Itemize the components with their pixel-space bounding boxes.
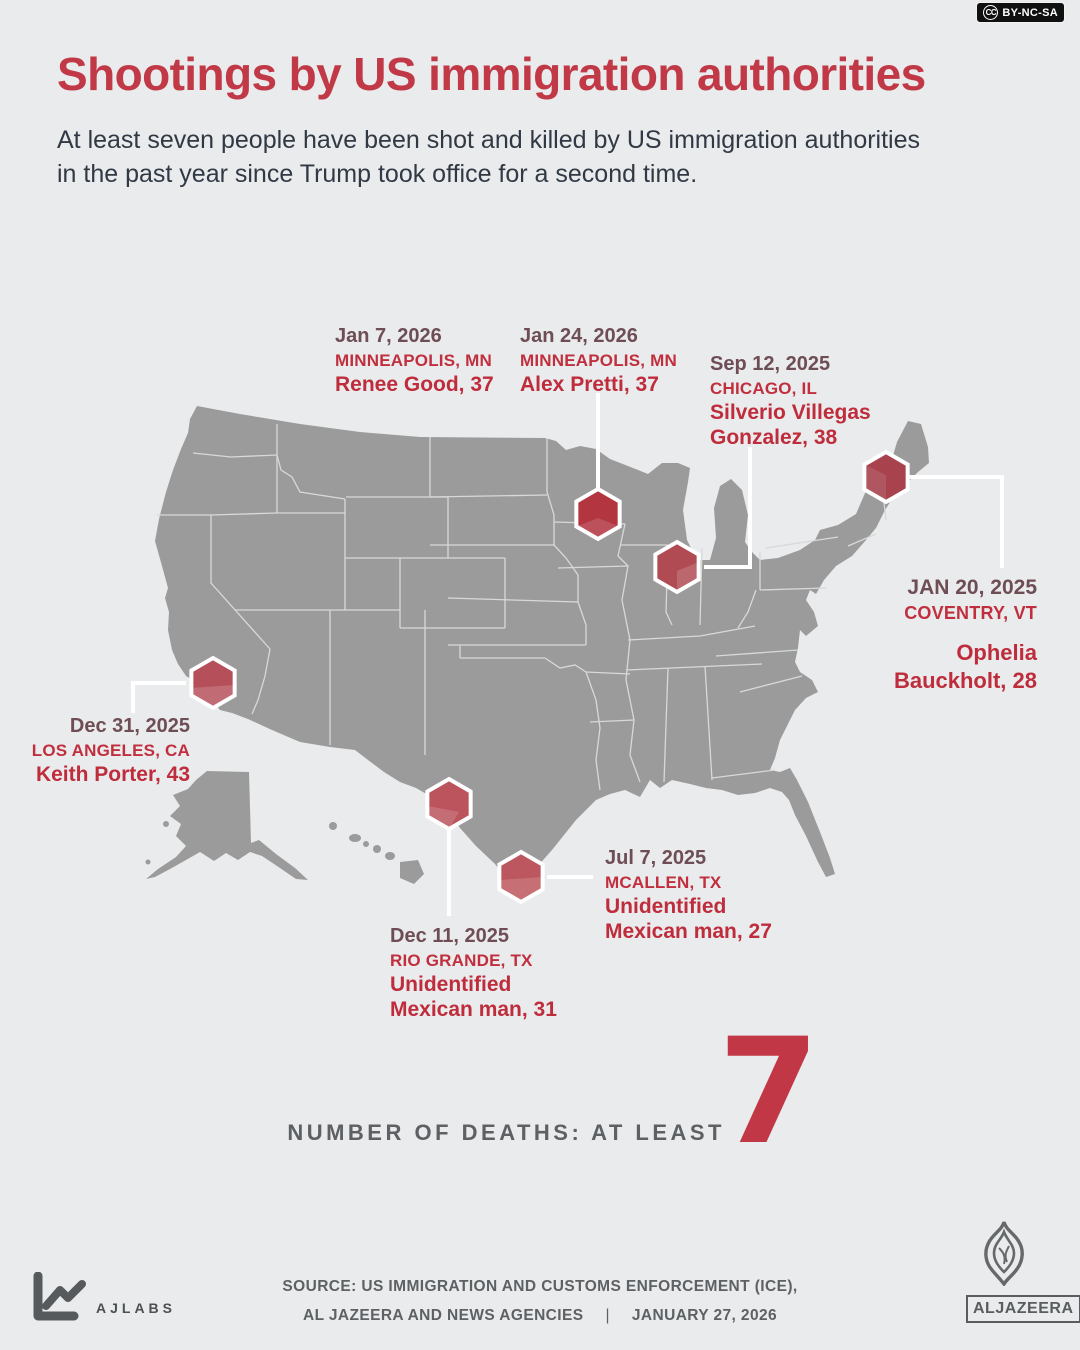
deaths-count-label: NUMBER OF DEATHS: AT LEAST: [287, 1120, 725, 1145]
subtitle-line-2: in the past year since Trump took office…: [57, 160, 698, 188]
incident-name: Gonzalez, 38: [710, 426, 838, 449]
subtitle-line-1: At least seven people have been shot and…: [57, 126, 921, 154]
marker-rio-grande: [425, 777, 473, 831]
alaska-shape: [146, 771, 308, 880]
source-line-1: SOURCE: US IMMIGRATION AND CUSTOMS ENFOR…: [282, 1278, 798, 1295]
marker-minneapolis: [574, 487, 622, 541]
incident-name: Alex Pretti, 37: [520, 373, 659, 396]
incident-label-mcallen: Jul 7, 2025 MCALLEN, TX Unidentified Mex…: [605, 846, 772, 944]
incident-date: Sep 12, 2025: [710, 353, 831, 375]
cc-icon: CC: [983, 5, 999, 20]
leader-vermont: [909, 475, 1004, 568]
marker-vermont: [862, 450, 910, 504]
incident-name: Unidentified: [605, 895, 727, 918]
ajlabs-logo: AJLABS: [30, 1272, 176, 1324]
hawaii-islands: [329, 822, 424, 884]
incident-label-ophelia-bauckholt: JAN 20, 2025 COVENTRY, VT Ophelia Bauckh…: [894, 574, 1037, 695]
page-subtitle: At least seven people have been shot and…: [57, 123, 920, 191]
source-date: JANUARY 27, 2026: [631, 1307, 778, 1324]
incident-name: Renee Good, 37: [335, 373, 494, 396]
incident-date: Dec 11, 2025: [390, 925, 509, 947]
ajlabs-chart-icon: [33, 1272, 86, 1321]
alaska-island: [163, 821, 169, 827]
incident-date: Jan 24, 2026: [520, 325, 638, 347]
incident-location: LOS ANGELES, CA: [31, 741, 190, 760]
leader-los-angeles: [131, 681, 186, 713]
incident-markers: [189, 450, 910, 904]
deaths-count-value: 7: [718, 1007, 820, 1177]
cc-license-badge: CC BY-NC-SA: [976, 2, 1065, 23]
incident-location: MINNEAPOLIS, MN: [520, 351, 677, 370]
incident-date: JAN 20, 2025: [907, 576, 1037, 599]
page-title: Shootings by US immigration authorities: [57, 48, 926, 100]
incident-name: Mexican man, 27: [605, 920, 772, 943]
cc-license-label: BY-NC-SA: [1002, 6, 1058, 19]
source-note: SOURCE: US IMMIGRATION AND CUSTOMS ENFOR…: [240, 1272, 840, 1330]
leader-lines: [131, 393, 1004, 916]
incident-label-renee-good: Jan 7, 2026 MINNEAPOLIS, MN Renee Good, …: [335, 324, 494, 397]
aljazeera-wordmark: ALJAZEERA: [966, 1295, 1080, 1323]
marker-los-angeles: [189, 656, 237, 710]
alaska-island: [145, 859, 151, 865]
ajlabs-wordmark: AJLABS: [96, 1300, 177, 1316]
incident-location: CHICAGO, IL: [710, 379, 818, 398]
incident-location: RIO GRANDE, TX: [390, 951, 533, 970]
conus-shape: [155, 406, 929, 896]
leader-chicago: [704, 447, 752, 569]
source-line-2: AL JAZEERA AND NEWS AGENCIES | JANUARY 27,…: [240, 1301, 840, 1330]
incident-label-rio-grande: Dec 11, 2025 RIO GRANDE, TX Unidentified…: [390, 924, 557, 1022]
incident-name: Bauckholt, 28: [893, 668, 1037, 693]
incident-label-alex-pretti: Jan 24, 2026 MINNEAPOLIS, MN Alex Pretti…: [520, 324, 677, 397]
incident-location: MCALLEN, TX: [605, 873, 722, 892]
marker-chicago: [653, 540, 701, 594]
source-divider: |: [605, 1307, 610, 1324]
incident-name: Keith Porter, 43: [35, 763, 190, 786]
source-agencies: AL JAZEERA AND NEWS AGENCIES: [302, 1307, 584, 1324]
incident-name: Unidentified: [390, 973, 512, 996]
incident-name: Mexican man, 31: [390, 998, 557, 1021]
marker-mcallen: [497, 850, 545, 904]
incident-label-keith-porter: Dec 31, 2025 LOS ANGELES, CA Keith Porte…: [32, 714, 190, 787]
incident-date: Dec 31, 2025: [69, 715, 190, 737]
incident-location: COVENTRY, VT: [904, 603, 1037, 623]
incident-name: Ophelia: [956, 640, 1037, 665]
incident-location: MINNEAPOLIS, MN: [335, 351, 492, 370]
aljazeera-logo: ALJAZEERA: [966, 1220, 1080, 1323]
incident-date: Jan 7, 2026: [335, 325, 442, 347]
incident-date: Jul 7, 2025: [605, 847, 707, 869]
aljazeera-flame-icon: [984, 1221, 1024, 1288]
incident-label-silverio-villegas: Sep 12, 2025 CHICAGO, IL Silverio Villeg…: [710, 352, 871, 450]
incident-name: Silverio Villegas: [710, 401, 871, 424]
